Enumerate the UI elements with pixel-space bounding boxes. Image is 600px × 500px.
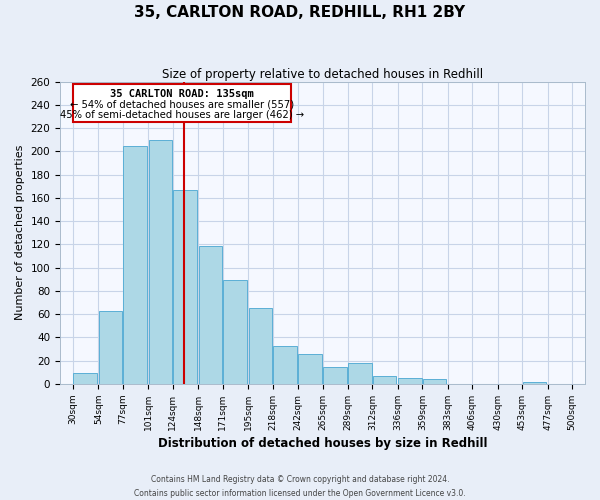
Bar — [373, 376, 397, 384]
Bar — [423, 380, 446, 384]
Bar — [199, 246, 222, 384]
Bar — [398, 378, 422, 384]
Y-axis label: Number of detached properties: Number of detached properties — [15, 145, 25, 320]
FancyBboxPatch shape — [73, 84, 290, 122]
Bar — [349, 363, 372, 384]
Bar — [273, 346, 296, 384]
Text: 45% of semi-detached houses are larger (462) →: 45% of semi-detached houses are larger (… — [59, 110, 304, 120]
Text: Contains HM Land Registry data © Crown copyright and database right 2024.
Contai: Contains HM Land Registry data © Crown c… — [134, 476, 466, 498]
Bar — [149, 140, 172, 384]
Bar — [73, 374, 97, 384]
Bar — [173, 190, 197, 384]
Bar — [523, 382, 547, 384]
Bar — [248, 308, 272, 384]
Text: 35, CARLTON ROAD, REDHILL, RH1 2BY: 35, CARLTON ROAD, REDHILL, RH1 2BY — [134, 5, 466, 20]
X-axis label: Distribution of detached houses by size in Redhill: Distribution of detached houses by size … — [158, 437, 487, 450]
Bar — [323, 366, 347, 384]
Bar — [123, 146, 147, 384]
Bar — [223, 280, 247, 384]
Bar — [298, 354, 322, 384]
Text: 35 CARLTON ROAD: 135sqm: 35 CARLTON ROAD: 135sqm — [110, 90, 254, 100]
Text: ← 54% of detached houses are smaller (557): ← 54% of detached houses are smaller (55… — [70, 100, 294, 110]
Title: Size of property relative to detached houses in Redhill: Size of property relative to detached ho… — [162, 68, 483, 80]
Bar — [99, 310, 122, 384]
